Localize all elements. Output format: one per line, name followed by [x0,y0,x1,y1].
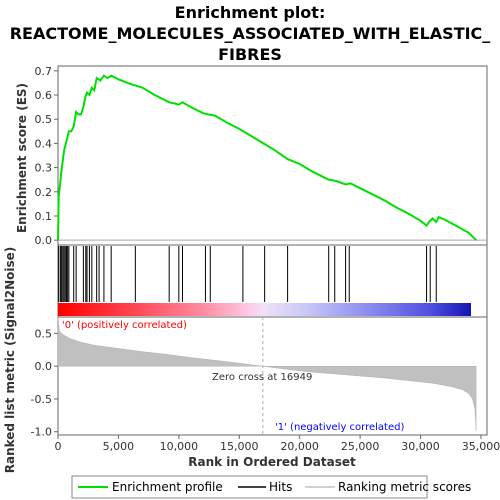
es-tick-label-7: 0.7 [35,65,53,78]
es-tick-label-3: 0.3 [35,162,53,175]
metric-tick-label-3: -1.0 [31,426,52,439]
x-axis: 0 5,000 10,000 15,000 20,000 25,000 30,000 35,0… [55,435,500,453]
x-tick-label-0: 0 [55,440,62,453]
x-tick-label-7: 35,000 [462,440,500,453]
x-tick-label-3: 15,000 [220,440,259,453]
es-line-group [57,74,477,241]
x-tick-label-5: 25,000 [341,440,380,453]
plot-title-line-3: FIBRES [218,45,282,64]
ranking-color-bar [58,303,471,316]
es-y-axis: 0.0 0.1 0.2 0.3 0.4 0.5 0.6 0.7 [35,65,58,247]
es-tick-label-1: 0.1 [35,210,53,223]
plot-title-line-2: REACTOME_MOLECULES_ASSOCIATED_WITH_ELAST… [10,24,491,43]
es-panel-frame [57,65,488,246]
hits-markers [58,246,437,302]
es-tick-label-4: 0.4 [35,137,53,150]
metric-y-axis: 0.5 0.0 -0.5 -1.0 [31,327,58,439]
es-tick-label-2: 0.2 [35,186,53,199]
metric-tick-label-0: 0.5 [35,327,53,340]
enrichment-profile-line [57,74,477,241]
es-tick-label-5: 0.5 [35,113,53,126]
legend-metric-label: Ranking metric scores [338,480,471,494]
es-y-axis-label: Enrichment score (ES) [15,83,29,233]
x-tick-label-6: 30,000 [401,440,440,453]
x-tick-label-4: 20,000 [280,440,319,453]
plot-title-line-1: Enrichment plot: [175,3,326,22]
metric-area [57,316,477,431]
ranking-metric-area [57,316,477,431]
positive-correlation-label: '0' (positively correlated) [62,320,187,331]
es-tick-label-6: 0.6 [35,89,53,102]
x-tick-label-2: 10,000 [160,440,199,453]
x-tick-label-1: 5,000 [103,440,135,453]
es-tick-label-0: 0.0 [35,234,53,247]
x-axis-label: Rank in Ordered Dataset [188,455,356,469]
metric-tick-label-2: -0.5 [31,393,52,406]
metric-y-axis-label: Ranked list metric (Signal2Noise) [3,247,17,474]
zero-cross-label: Zero cross at 16949 [212,372,312,383]
negative-correlation-label: '1' (negatively correlated) [275,422,404,433]
metric-tick-label-1: 0.0 [35,360,53,373]
legend-hits-label: Hits [269,480,292,494]
legend-es-label: Enrichment profile [112,480,223,494]
